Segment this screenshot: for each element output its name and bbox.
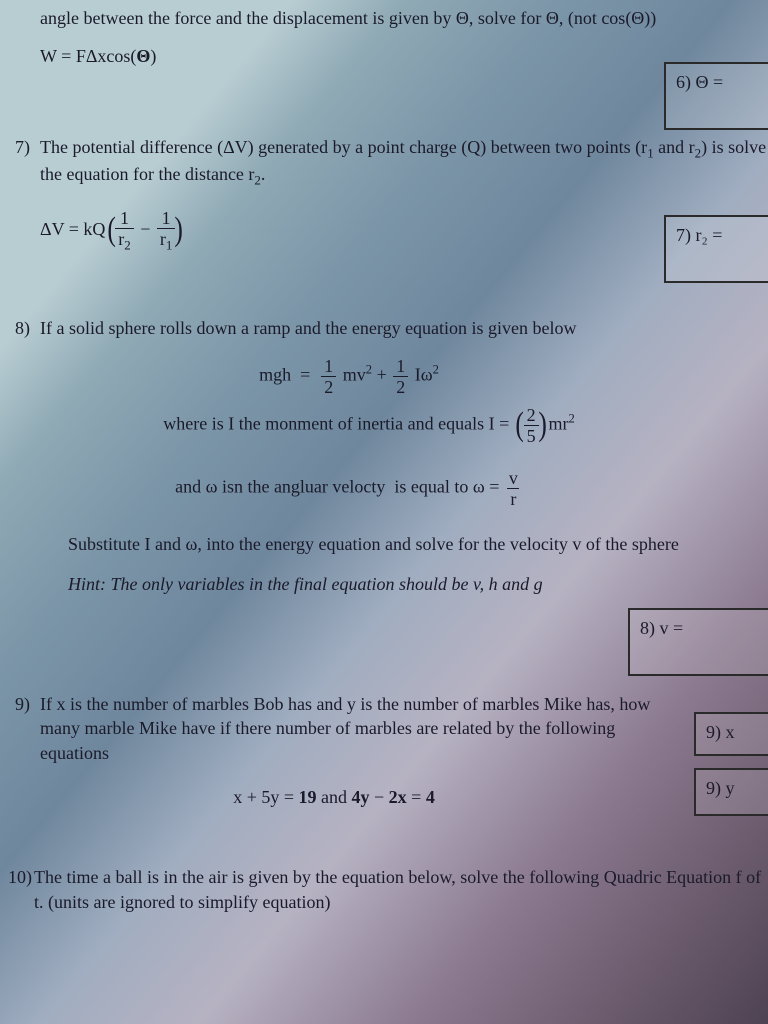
q6-answer-box: 6) Θ = (664, 62, 768, 130)
q8-eq2: where is I the monment of inertia and eq… (40, 406, 768, 445)
q9-answer-y-box: 9) y (694, 768, 768, 816)
q8-answer-label: 8) v = (640, 616, 683, 640)
q9-equation: x + 5y = 19 and 4y − 2x = 4 (40, 785, 768, 809)
q8-eq1: mgh = 12 mv2 + 12 Iω2 (40, 357, 768, 396)
q8-line4: Substitute I and ω, into the energy equa… (40, 532, 768, 556)
q7-equation: ΔV = kQ (1r2 − 1r1) (40, 209, 768, 253)
q6-answer-label: 6) Θ = (676, 70, 723, 94)
q8-block: 8) If a solid sphere rolls down a ramp a… (0, 316, 768, 596)
q9-text: If x is the number of marbles Bob has an… (40, 692, 768, 765)
q9-block: 9) If x is the number of marbles Bob has… (0, 692, 768, 809)
q8-text: If a solid sphere rolls down a ramp and … (40, 316, 768, 340)
q6-intro-text: angle between the force and the displace… (40, 6, 768, 30)
q9-answer-x-label: 9) x (706, 720, 735, 744)
q8-eq3: and ω isn the angluar velocty is equal t… (40, 469, 768, 508)
q8-answer-box: 8) v = (628, 608, 768, 676)
q6-equation: W = FΔxcos(Θ) (40, 44, 768, 68)
q7-answer-box: 7) r₂ = (664, 215, 768, 283)
q8-number: 8) (0, 316, 30, 340)
q6-block: angle between the force and the displace… (0, 6, 768, 87)
q9-answer-x-box: 9) x (694, 712, 768, 756)
q7-text: The potential difference (ΔV) generated … (40, 135, 768, 189)
q9-number: 9) (0, 692, 30, 716)
q7-block: 7) The potential difference (ΔV) generat… (0, 135, 768, 253)
worksheet-page: angle between the force and the displace… (0, 0, 768, 1024)
q7-number: 7) (0, 135, 30, 159)
q10-text: The time a ball is in the air is given b… (34, 865, 768, 914)
q10-number: 10) (0, 865, 32, 889)
q9-answer-y-label: 9) y (706, 776, 735, 800)
q8-hint: Hint: The only variables in the final eq… (40, 572, 768, 596)
q10-block: 10) The time a ball is in the air is giv… (0, 865, 768, 914)
q7-answer-label: 7) r₂ = (676, 223, 722, 247)
